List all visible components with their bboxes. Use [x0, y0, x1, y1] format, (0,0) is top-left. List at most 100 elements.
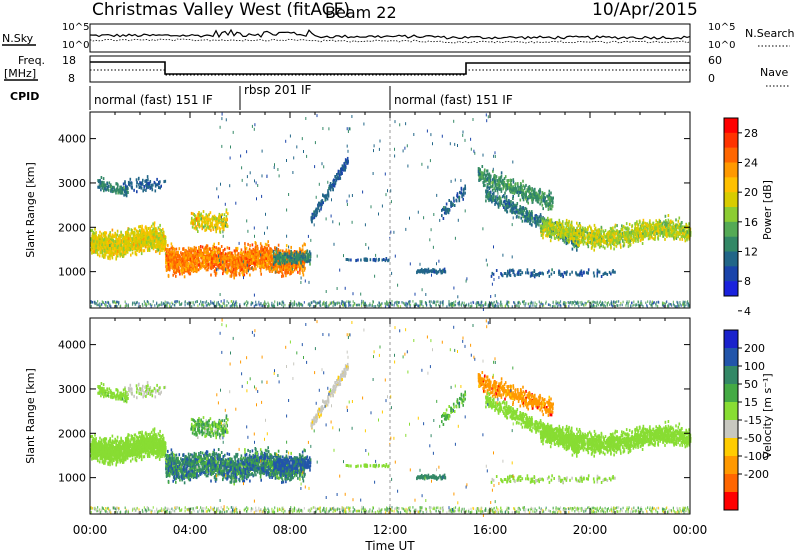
- power-cell: [112, 251, 114, 255]
- power-cell: [132, 231, 134, 235]
- power-cell: [112, 235, 114, 239]
- power-cell: [263, 260, 265, 264]
- power-cell: [460, 187, 463, 191]
- power-cell: [207, 262, 210, 266]
- power-cell: [134, 237, 137, 241]
- power-cell: [216, 224, 219, 228]
- power-cell: [110, 237, 113, 241]
- power-cell: [140, 252, 143, 256]
- power-cell: [220, 214, 222, 218]
- power-cell: [210, 253, 213, 257]
- power-cell: [153, 221, 156, 225]
- power-cell: [247, 242, 249, 246]
- power-cell: [280, 258, 282, 262]
- power-cell: [284, 265, 287, 269]
- power-cell: [299, 262, 301, 266]
- power-cell: [160, 229, 162, 233]
- freq-trace: [90, 61, 690, 75]
- power-cell: [137, 247, 139, 251]
- power-cell: [276, 269, 278, 272]
- radar-title: Christmas Valley West (fitACF): [92, 0, 350, 20]
- power-cell: [246, 271, 248, 275]
- power-cell: [153, 224, 156, 228]
- power-cell: [101, 180, 104, 184]
- power-cell: [129, 247, 132, 250]
- power-cell: [240, 251, 242, 255]
- power-cell: [528, 190, 530, 194]
- power-cell: [211, 260, 213, 264]
- power-cell: [445, 211, 447, 215]
- power-cell: [234, 251, 236, 255]
- power-cell: [486, 169, 488, 173]
- power-cell: [199, 262, 202, 266]
- power-cell: [164, 239, 166, 243]
- power-cell: [197, 219, 199, 223]
- power-cell: [301, 248, 304, 252]
- power-cell: [207, 250, 209, 254]
- power-cell: [296, 250, 299, 254]
- power-cell: [230, 262, 232, 265]
- power-cell: [115, 257, 117, 261]
- power-cell: [186, 258, 189, 262]
- power-cell: [210, 267, 213, 271]
- power-cell: [93, 241, 96, 245]
- power-cell: [117, 248, 120, 252]
- power-cell: [504, 175, 507, 179]
- power-cell: [196, 255, 198, 259]
- power-cell: [215, 246, 218, 250]
- power-cell: [526, 199, 528, 203]
- nsky-trace: [89, 28, 691, 40]
- power-cell: [192, 222, 194, 226]
- power-cell: [257, 251, 259, 255]
- power-cell: [383, 258, 385, 261]
- power-cell: [167, 248, 169, 252]
- power-cell: [190, 211, 193, 215]
- power-cell: [90, 229, 93, 233]
- power-cell: [119, 237, 121, 241]
- power-cell: [107, 246, 110, 249]
- power-cell: [289, 265, 291, 269]
- power-cell: [170, 258, 172, 262]
- power-cell: [124, 252, 127, 256]
- power-cell: [137, 177, 140, 181]
- power-cell: [515, 182, 517, 186]
- power-cell: [220, 220, 223, 224]
- power-cell: [216, 221, 218, 225]
- power-cell: [282, 255, 284, 259]
- power-cell: [129, 244, 132, 248]
- power-cell: [285, 260, 288, 264]
- power-cell: [184, 259, 186, 263]
- power-cell: [146, 238, 149, 242]
- power-cell: [218, 216, 220, 220]
- power-cell: [234, 266, 237, 270]
- power-cell: [109, 257, 111, 261]
- power-cell: [132, 242, 135, 246]
- power-cell: [446, 209, 449, 213]
- power-cell: [137, 230, 139, 234]
- power-cell: [159, 249, 162, 253]
- power-cell: [148, 235, 150, 239]
- power-cell: [165, 254, 168, 258]
- power-cell: [140, 244, 142, 248]
- power-cell: [249, 267, 251, 271]
- power-cell: [199, 265, 201, 269]
- power-cell: [99, 240, 102, 243]
- power-cell: [281, 261, 284, 265]
- power-cell: [132, 237, 135, 241]
- power-cell: [141, 227, 143, 231]
- power-cell: [284, 256, 287, 260]
- power-cell: [265, 267, 268, 271]
- power-cell: [331, 185, 333, 189]
- power-cell: [132, 247, 135, 251]
- power-cell: [157, 237, 160, 241]
- power-cell: [207, 225, 209, 229]
- power-cell: [117, 241, 120, 245]
- power-cell: [289, 258, 291, 262]
- power-cell: [235, 266, 238, 270]
- power-cell: [176, 253, 179, 257]
- power-cell: [103, 255, 105, 259]
- power-cell: [180, 268, 183, 272]
- power-cell: [288, 267, 291, 271]
- power-cell: [259, 264, 261, 268]
- power-cell: [116, 249, 119, 253]
